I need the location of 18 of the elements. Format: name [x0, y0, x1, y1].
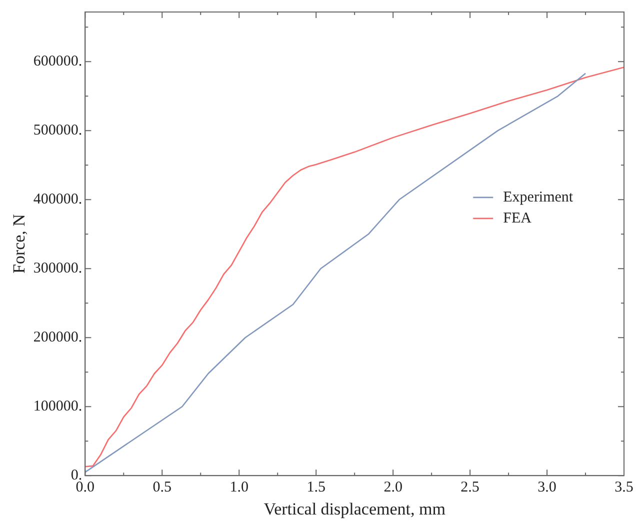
x-tick-label: 3.5 [614, 480, 634, 496]
x-tick-label: 2.5 [460, 480, 480, 496]
x-tick-label: 0.5 [152, 480, 172, 496]
y-tick-label: 200000. [33, 330, 82, 346]
y-tick-label: 500000. [33, 122, 82, 139]
y-axis-title: Force, N [10, 214, 29, 274]
x-tick-label: 1.0 [230, 480, 248, 496]
y-tick-label: 600000. [33, 54, 82, 70]
x-axis-title: Vertical displacement, mm [264, 499, 446, 518]
y-tick-label: 300000. [33, 260, 82, 277]
y-tick-label: 100000. [33, 398, 82, 415]
legend-label: Experiment [503, 189, 574, 206]
y-tick-label: 400000. [33, 192, 82, 208]
x-tick-label: 1.5 [306, 480, 326, 496]
x-tick-label: 0.0 [76, 480, 95, 496]
legend-label: FEA [503, 210, 532, 226]
x-tick-label: 2.0 [384, 480, 402, 496]
x-tick-label: 3.0 [538, 480, 556, 496]
